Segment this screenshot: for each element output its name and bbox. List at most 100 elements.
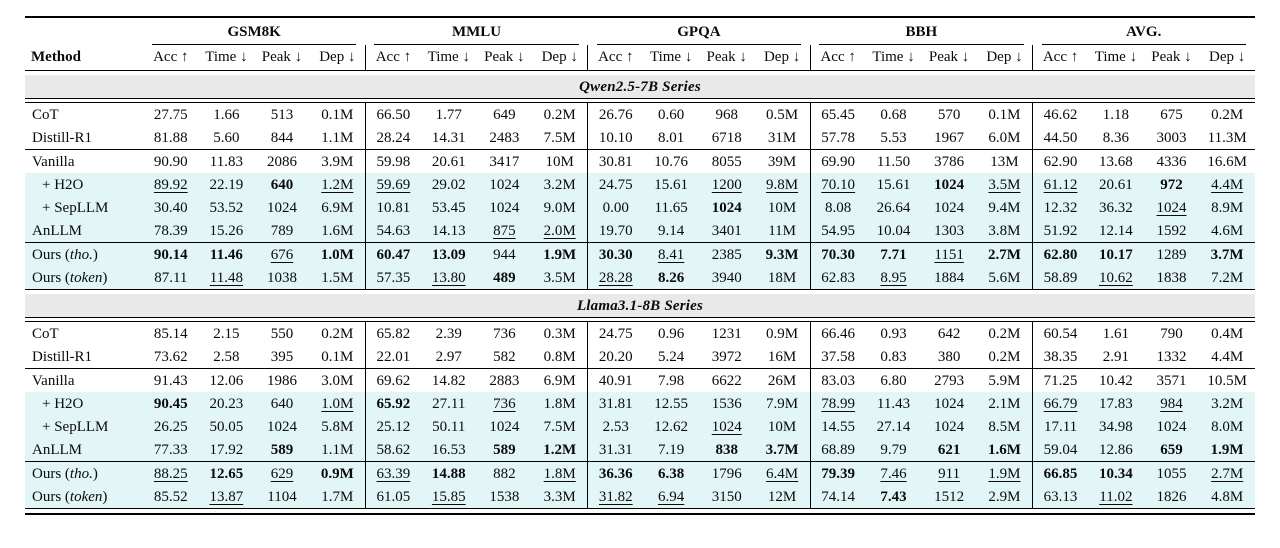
- table-row: + H2O 89.92 22.19 640 1.2M 59.69 29.02 1024 3.2M…: [25, 173, 1255, 196]
- value-cell: 10.42: [1088, 368, 1144, 392]
- value-cell: 944: [476, 242, 533, 266]
- value-cell: 3571: [1143, 368, 1200, 392]
- value-cell: 4.4M: [1211, 348, 1244, 365]
- value-cell: 1.1M: [309, 438, 366, 462]
- value-cell: 22.19: [198, 173, 255, 196]
- value-cell: 621: [921, 438, 977, 462]
- value-cell: 90.45: [143, 392, 199, 415]
- value-cell: 1024: [254, 415, 310, 438]
- value-cell: 78.39: [143, 219, 199, 243]
- table-row: Vanilla 91.43 12.06 1986 3.0M 69.62 14.82 2883 6…: [25, 368, 1255, 392]
- value-cell: 11.02: [1088, 485, 1144, 509]
- value-cell: 5.8M: [309, 415, 366, 438]
- metric-header-mmlu-acc: Acc ↑: [375, 49, 412, 65]
- value-cell: 1024: [921, 173, 977, 196]
- table-row: Distill-R1 73.62 2.58 395 0.1M 22.01 2.97 582 0.…: [25, 345, 1255, 369]
- metric-header-avg-dep: Dep ↓: [1209, 49, 1246, 65]
- value-cell: 789: [254, 219, 310, 243]
- value-cell: 57.78: [821, 129, 856, 146]
- group-label-mmlu: MMLU: [374, 22, 579, 45]
- value-cell: 0.9M: [754, 321, 811, 345]
- value-cell: 38.35: [1043, 348, 1078, 365]
- value-cell: 8.95: [865, 266, 922, 290]
- value-cell: 26.25: [143, 415, 199, 438]
- value-cell: 13M: [976, 149, 1033, 173]
- method-cell: Ours (tho.): [25, 242, 143, 266]
- value-cell: 36.36: [587, 461, 644, 485]
- value-cell: 5.53: [880, 129, 907, 146]
- value-cell: 90.90: [143, 149, 199, 173]
- spacer: [25, 508, 1255, 514]
- spacer: [25, 289, 1255, 294]
- value-cell: 1538: [476, 485, 533, 509]
- table-row: CoT 27.75 1.66 513 0.1M 66.50 1.77 649 0.2M 26.76…: [25, 102, 1255, 126]
- value-cell: 790: [1160, 325, 1183, 342]
- value-cell: 1024: [1143, 415, 1200, 438]
- metric-header-mmlu-dep: Dep ↓: [532, 45, 589, 71]
- spacer: [25, 317, 1255, 322]
- metric-header-bbh-acc: Acc ↑: [820, 49, 856, 65]
- value-cell: 395: [270, 348, 294, 365]
- rule-spacer-row: [25, 70, 1255, 75]
- value-cell: 2385: [698, 242, 755, 266]
- rule-spacer-row: [25, 317, 1255, 322]
- value-cell: 53.52: [198, 196, 255, 219]
- value-cell: 0.2M: [309, 321, 366, 345]
- metric-header-gpqa-acc: Acc ↑: [598, 49, 634, 65]
- value-cell: 5.24: [658, 348, 685, 365]
- value-cell: 8.41: [643, 242, 699, 266]
- table-row: Ours (tho.) 90.14 11.46 676 1.0M 60.47 13.09 94…: [25, 242, 1255, 266]
- value-cell: 1796: [698, 461, 755, 485]
- value-cell: 972: [1143, 173, 1200, 196]
- value-cell: 968: [715, 106, 738, 123]
- value-cell: 12M: [754, 485, 811, 509]
- value-cell: 8.9M: [1199, 196, 1255, 219]
- value-cell: 31M: [754, 126, 811, 150]
- table-row: Ours (token) 85.52 13.87 1104 1.7M 61.05 15.85…: [25, 485, 1255, 509]
- value-cell: 12.65: [198, 461, 255, 485]
- section-title: Llama3.1-8B Series: [25, 294, 1255, 318]
- value-cell: 59.98: [365, 149, 421, 173]
- value-cell: 589: [254, 438, 310, 462]
- value-cell: 3.9M: [309, 149, 366, 173]
- value-cell: 7.43: [865, 485, 922, 509]
- method-cell: + SepLLM: [25, 196, 143, 219]
- value-cell: 10.81: [365, 196, 421, 219]
- value-cell: 65.45: [821, 106, 856, 123]
- value-cell: 15.26: [198, 219, 255, 243]
- value-cell: 0.1M: [309, 102, 366, 126]
- method-cell: Ours (tho.): [25, 461, 143, 485]
- table-row: Ours (tho.) 88.25 12.65 629 0.9M 63.39 14.88 88…: [25, 461, 1255, 485]
- value-cell: 1332: [1156, 348, 1187, 365]
- value-cell: 50.11: [420, 415, 477, 438]
- value-cell: 11.3M: [1207, 129, 1247, 146]
- value-cell: 9.79: [865, 438, 922, 462]
- value-cell: 69.62: [365, 368, 421, 392]
- value-cell: 19.70: [587, 219, 644, 243]
- value-cell: 1.8M: [532, 392, 589, 415]
- value-cell: 27.75: [153, 106, 188, 123]
- value-cell: 9.8M: [754, 173, 811, 196]
- value-cell: 12.14: [1088, 219, 1144, 243]
- value-cell: 12.86: [1088, 438, 1144, 462]
- value-cell: 87.11: [143, 266, 199, 290]
- value-cell: 582: [493, 348, 516, 365]
- value-cell: 1.9M: [1199, 438, 1255, 462]
- metric-header-gsm8k-acc: Acc ↑: [153, 49, 189, 65]
- value-cell: 50.05: [198, 415, 255, 438]
- value-cell: 2.7M: [1199, 461, 1255, 485]
- value-cell: 85.52: [143, 485, 199, 509]
- value-cell: 12.62: [643, 415, 699, 438]
- metric-header-gsm8k-time: Time ↓: [205, 49, 248, 65]
- value-cell: 649: [493, 106, 516, 123]
- metric-header-mmlu-time: Time ↓: [427, 49, 470, 65]
- value-cell: 1024: [921, 392, 977, 415]
- rule-spacer-row: [25, 508, 1255, 514]
- value-cell: 1512: [921, 485, 977, 509]
- value-cell: 1024: [698, 196, 755, 219]
- value-cell: 10.5M: [1199, 368, 1255, 392]
- value-cell: 6622: [698, 368, 755, 392]
- value-cell: 8.26: [643, 266, 699, 290]
- value-cell: 1024: [476, 415, 533, 438]
- value-cell: 78.99: [810, 392, 866, 415]
